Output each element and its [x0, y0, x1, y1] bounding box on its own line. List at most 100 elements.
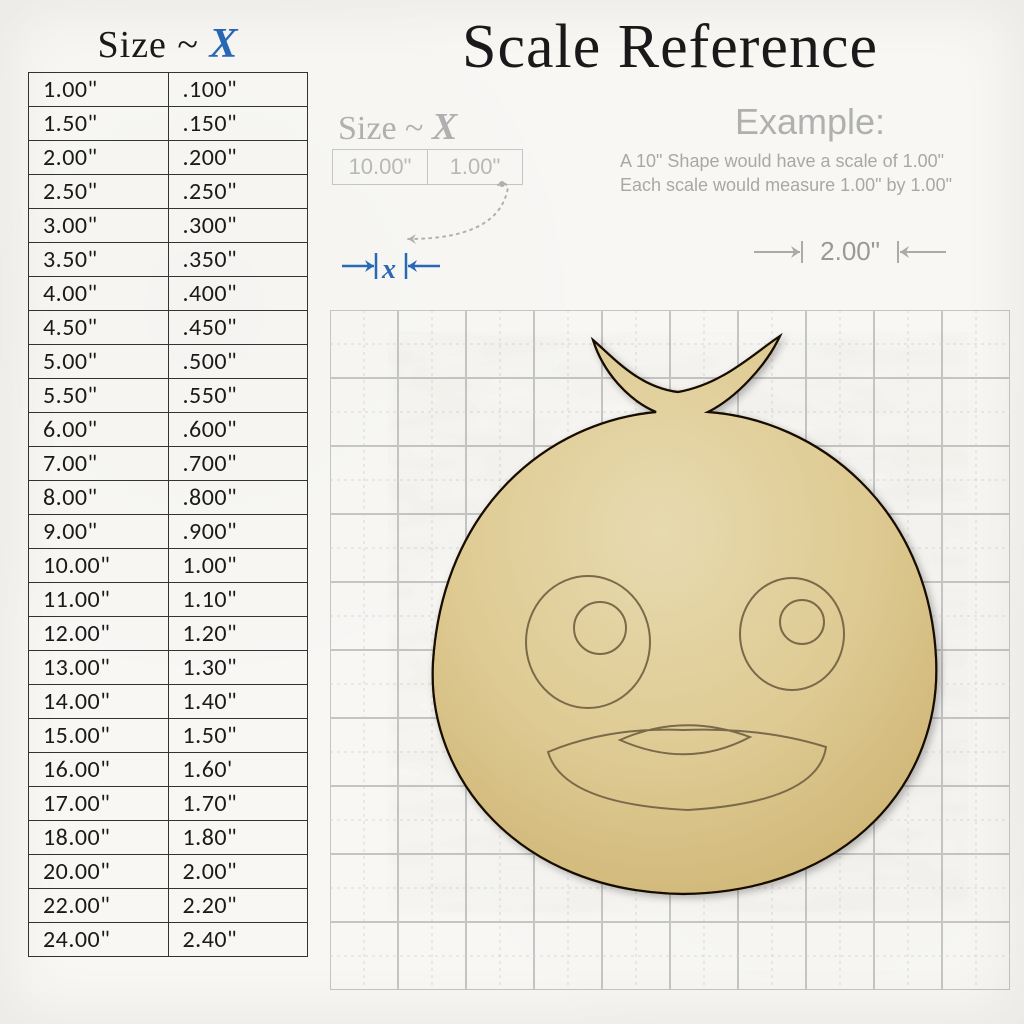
- table-row: 24.00"2.40": [29, 923, 308, 957]
- table-cell: .400": [168, 277, 308, 311]
- table-cell: 1.10": [168, 583, 308, 617]
- table-cell: 1.00": [29, 73, 169, 107]
- table-cell: 13.00": [29, 651, 169, 685]
- table-cell: 2.50": [29, 175, 169, 209]
- table-cell: 1.40": [168, 685, 308, 719]
- table-cell: .550": [168, 379, 308, 413]
- table-cell: 6.00": [29, 413, 169, 447]
- table-cell: 2.00": [29, 141, 169, 175]
- example-block: Example: A 10" Shape would have a scale …: [620, 101, 1000, 198]
- table-cell: 10.00": [29, 549, 169, 583]
- table-row: 1.00".100": [29, 73, 308, 107]
- table-cell: 9.00": [29, 515, 169, 549]
- table-row: 16.00"1.60': [29, 753, 308, 787]
- example-line-1: A 10" Shape would have a scale of 1.00": [620, 149, 1000, 173]
- page-title: Scale Reference: [330, 12, 1010, 83]
- table-cell: 17.00": [29, 787, 169, 821]
- table-cell: 1.60': [168, 753, 308, 787]
- table-cell: 1.80": [168, 821, 308, 855]
- size-label: Size ~: [98, 24, 210, 66]
- scale-dim-value: 2.00": [820, 236, 880, 267]
- table-cell: .800": [168, 481, 308, 515]
- table-cell: 3.00": [29, 209, 169, 243]
- table-row: 4.00".400": [29, 277, 308, 311]
- table-cell: 3.50": [29, 243, 169, 277]
- table-row: 8.00".800": [29, 481, 308, 515]
- size-reference-table: 1.00".100"1.50".150"2.00".200"2.50".250"…: [28, 72, 308, 957]
- table-cell: 22.00": [29, 889, 169, 923]
- table-cell: .500": [168, 345, 308, 379]
- table-cell: 2.40": [168, 923, 308, 957]
- table-cell: 1.70": [168, 787, 308, 821]
- table-cell: .200": [168, 141, 308, 175]
- table-row: 4.50".450": [29, 311, 308, 345]
- table-row: 14.00"1.40": [29, 685, 308, 719]
- table-cell: .100": [168, 73, 308, 107]
- table-row: 20.00"2.00": [29, 855, 308, 889]
- table-row: 13.00"1.30": [29, 651, 308, 685]
- dim-arrow-right-icon: [890, 237, 950, 267]
- table-cell: .900": [168, 515, 308, 549]
- right-panel: Scale Reference Size ~ X 10.00" 1.00": [330, 12, 1010, 301]
- table-cell: .300": [168, 209, 308, 243]
- table-cell: 15.00": [29, 719, 169, 753]
- table-cell: 2.20": [168, 889, 308, 923]
- sub-area: Size ~ X 10.00" 1.00": [330, 101, 1010, 301]
- table-row: 17.00"1.70": [29, 787, 308, 821]
- table-row: 9.00".900": [29, 515, 308, 549]
- table-row: 6.00".600": [29, 413, 308, 447]
- left-panel: Size ~ X 1.00".100"1.50".150"2.00".200"2…: [28, 20, 308, 957]
- table-row: 7.00".700": [29, 447, 308, 481]
- table-row: 22.00"2.20": [29, 889, 308, 923]
- table-cell: 18.00": [29, 821, 169, 855]
- table-cell: 4.50": [29, 311, 169, 345]
- table-cell: 12.00": [29, 617, 169, 651]
- table-row: 12.00"1.20": [29, 617, 308, 651]
- table-cell: 16.00": [29, 753, 169, 787]
- table-cell: 11.00": [29, 583, 169, 617]
- reference-grid: [330, 310, 1010, 990]
- table-row: 2.50".250": [29, 175, 308, 209]
- example-title: Example:: [620, 101, 1000, 143]
- table-cell: 1.50": [168, 719, 308, 753]
- table-row: 11.00"1.10": [29, 583, 308, 617]
- sub-size-x-header: Size ~ X: [338, 105, 457, 149]
- wood-shape-bird-face: [388, 332, 968, 912]
- table-row: 10.00"1.00": [29, 549, 308, 583]
- table-cell: 5.00": [29, 345, 169, 379]
- table-cell: .350": [168, 243, 308, 277]
- table-cell: .600": [168, 413, 308, 447]
- table-row: 3.50".350": [29, 243, 308, 277]
- table-cell: 1.50": [29, 107, 169, 141]
- table-cell: .700": [168, 447, 308, 481]
- table-cell: 14.00": [29, 685, 169, 719]
- table-cell: 24.00": [29, 923, 169, 957]
- table-row: 3.00".300": [29, 209, 308, 243]
- table-row: 5.00".500": [29, 345, 308, 379]
- table-cell: 1.30": [168, 651, 308, 685]
- x-indicator-label: x: [382, 254, 396, 286]
- table-cell: 20.00": [29, 855, 169, 889]
- x-dimension-indicator: x: [340, 241, 440, 291]
- example-line-2: Each scale would measure 1.00" by 1.00": [620, 173, 1000, 197]
- dim-arrow-left-icon: [750, 237, 810, 267]
- table-row: 5.50".550": [29, 379, 308, 413]
- table-cell: 4.00": [29, 277, 169, 311]
- sub-size-label: Size ~: [338, 110, 432, 147]
- table-cell: 5.50": [29, 379, 169, 413]
- table-row: 1.50".150": [29, 107, 308, 141]
- table-cell: 1.00": [168, 549, 308, 583]
- table-cell: 7.00": [29, 447, 169, 481]
- table-cell: .250": [168, 175, 308, 209]
- table-row: 15.00"1.50": [29, 719, 308, 753]
- table-row: 18.00"1.80": [29, 821, 308, 855]
- table-cell: 1.20": [168, 617, 308, 651]
- table-cell: .150": [168, 107, 308, 141]
- scale-dimension-label: 2.00": [750, 236, 950, 267]
- x-label: X: [209, 21, 238, 67]
- size-x-header: Size ~ X: [28, 20, 308, 68]
- table-row: 2.00".200": [29, 141, 308, 175]
- table-cell: 2.00": [168, 855, 308, 889]
- table-cell: .450": [168, 311, 308, 345]
- table-cell: 8.00": [29, 481, 169, 515]
